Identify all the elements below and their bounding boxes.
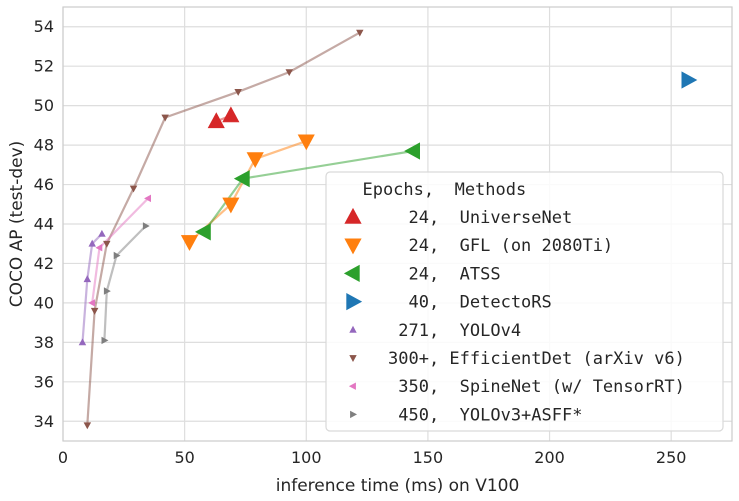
efficientdet-arxiv-v6-point <box>285 69 294 77</box>
spinenet-w-tensorrt-point <box>88 299 95 307</box>
efficientdet-arxiv-v6-point <box>161 114 169 122</box>
tick-labels: 0 50 100 150 200 250 34 36 38 40 42 44 46 48 50 52 54 <box>34 17 687 467</box>
y-tick-label: 36 <box>34 372 54 391</box>
spinenet-w-tensorrt-point <box>95 243 103 252</box>
gfl-on-2080ti-legend-marker <box>344 238 362 255</box>
legend-label: 40, DetectoRS <box>388 293 552 313</box>
x-tick-label: 50 <box>174 448 194 467</box>
legend-label: 271, YOLOv4 <box>388 321 521 341</box>
gfl-on-2080ti-point <box>297 134 315 151</box>
universenet-legend-marker <box>344 207 362 224</box>
yolov4-legend-marker <box>349 325 357 333</box>
yolov3-asff-line <box>103 225 147 341</box>
yolov3-asff-point <box>142 222 150 230</box>
legend-label: 24, GFL (on 2080Ti) <box>388 236 613 256</box>
yolov3-asff-point <box>101 336 109 345</box>
yolov4-line <box>81 233 103 343</box>
y-tick-label: 50 <box>34 96 54 115</box>
plot-frame <box>62 6 733 442</box>
efficientdet-arxiv-v6-legend-marker <box>349 355 357 363</box>
y-tick-label: 44 <box>34 215 54 234</box>
legend-title: Epochs, Methods <box>342 180 526 200</box>
legend-box <box>325 171 724 432</box>
legend-label: 350, SpineNet (w/ TensorRT) <box>388 377 685 397</box>
atss-point <box>233 170 250 188</box>
y-tick-label: 48 <box>34 136 54 155</box>
spinenet-w-tensorrt-legend-marker <box>348 382 356 390</box>
atss-point <box>404 142 421 160</box>
universenet-point <box>207 112 225 129</box>
y-tick-label: 52 <box>34 57 54 76</box>
efficientdet-arxiv-v6-line <box>86 31 361 426</box>
efficientdet-arxiv-v6-point <box>234 89 242 96</box>
yolov3-asff-point <box>103 287 111 295</box>
data-points <box>78 29 698 430</box>
legend-label: 450, YOLOv3+ASFF* <box>388 405 582 425</box>
legend-label: 24, UniverseNet <box>388 208 572 228</box>
efficientdet-arxiv-v6-point <box>356 29 364 37</box>
y-tick-label: 40 <box>34 293 54 312</box>
y-axis-label: COCO AP (test-dev) <box>7 141 27 308</box>
spinenet-w-tensorrt-point <box>144 194 151 203</box>
y-tick-label: 46 <box>34 175 54 194</box>
yolov4-point <box>78 338 87 346</box>
gfl-on-2080ti-point <box>222 197 240 214</box>
yolov3-asff-legend-marker <box>350 410 358 419</box>
efficientdet-arxiv-v6-point <box>90 307 99 315</box>
legend-label: 300+, EfficientDet (arXiv v6) <box>388 349 685 369</box>
gfl-on-2080ti-point <box>246 152 264 169</box>
universenet-point <box>222 106 240 123</box>
detectors-legend-marker <box>346 292 363 311</box>
efficientdet-arxiv-v6-point <box>129 185 138 193</box>
yolov4-point <box>83 275 92 283</box>
x-tick-label: 250 <box>656 448 687 467</box>
detectors-point <box>681 71 698 89</box>
yolov4-point <box>98 229 106 237</box>
x-axis-label: inference time (ms) on V100 <box>276 476 520 496</box>
y-tick-label: 34 <box>34 412 54 431</box>
efficientdet-arxiv-v6-point <box>83 422 92 430</box>
x-tick-label: 150 <box>413 448 444 467</box>
y-tick-label: 54 <box>34 17 54 36</box>
x-tick-label: 200 <box>534 448 565 467</box>
efficientdet-arxiv-v6-point <box>103 240 111 248</box>
y-tick-label: 42 <box>34 254 54 273</box>
atss-point <box>194 223 211 241</box>
x-tick-label: 0 <box>58 448 68 467</box>
yolov3-asff-point <box>113 251 121 260</box>
atss-legend-marker <box>343 264 360 283</box>
legend: Epochs, Methods 24, UniverseNet 24, GFL … <box>325 171 724 432</box>
legend-label: 24, ATSS <box>388 264 501 284</box>
y-tick-label: 38 <box>34 333 54 352</box>
gfl-on-2080ti-point <box>180 235 199 251</box>
x-tick-label: 100 <box>291 448 322 467</box>
yolov4-point <box>88 239 96 247</box>
